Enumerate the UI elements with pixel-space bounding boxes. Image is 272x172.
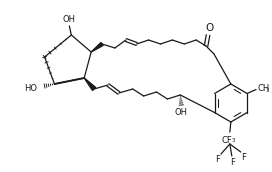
Polygon shape (84, 78, 96, 90)
Text: 3: 3 (266, 88, 270, 93)
Text: OH: OH (175, 108, 188, 117)
Text: HO: HO (24, 83, 37, 93)
Text: CF: CF (222, 136, 233, 145)
Text: OH: OH (63, 15, 76, 24)
Polygon shape (91, 42, 103, 52)
Text: F: F (215, 155, 220, 164)
Text: F: F (230, 158, 235, 167)
Text: 3: 3 (232, 137, 235, 142)
Text: F: F (241, 153, 246, 162)
Text: CH: CH (257, 84, 269, 93)
Text: O: O (205, 23, 213, 33)
